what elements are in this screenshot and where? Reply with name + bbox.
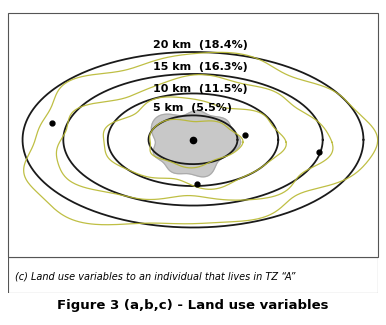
Text: (c) Land use variables to an individual that lives in TZ “A”: (c) Land use variables to an individual … — [15, 271, 296, 281]
Text: Figure 3 (a,b,c) - Land use variables: Figure 3 (a,b,c) - Land use variables — [57, 299, 329, 312]
Polygon shape — [151, 111, 240, 177]
Text: 15 km  (16.3%): 15 km (16.3%) — [153, 62, 248, 72]
Text: 5 km  (5.5%): 5 km (5.5%) — [154, 103, 232, 113]
Text: 10 km  (11.5%): 10 km (11.5%) — [153, 84, 248, 94]
Text: 20 km  (18.4%): 20 km (18.4%) — [153, 40, 248, 50]
